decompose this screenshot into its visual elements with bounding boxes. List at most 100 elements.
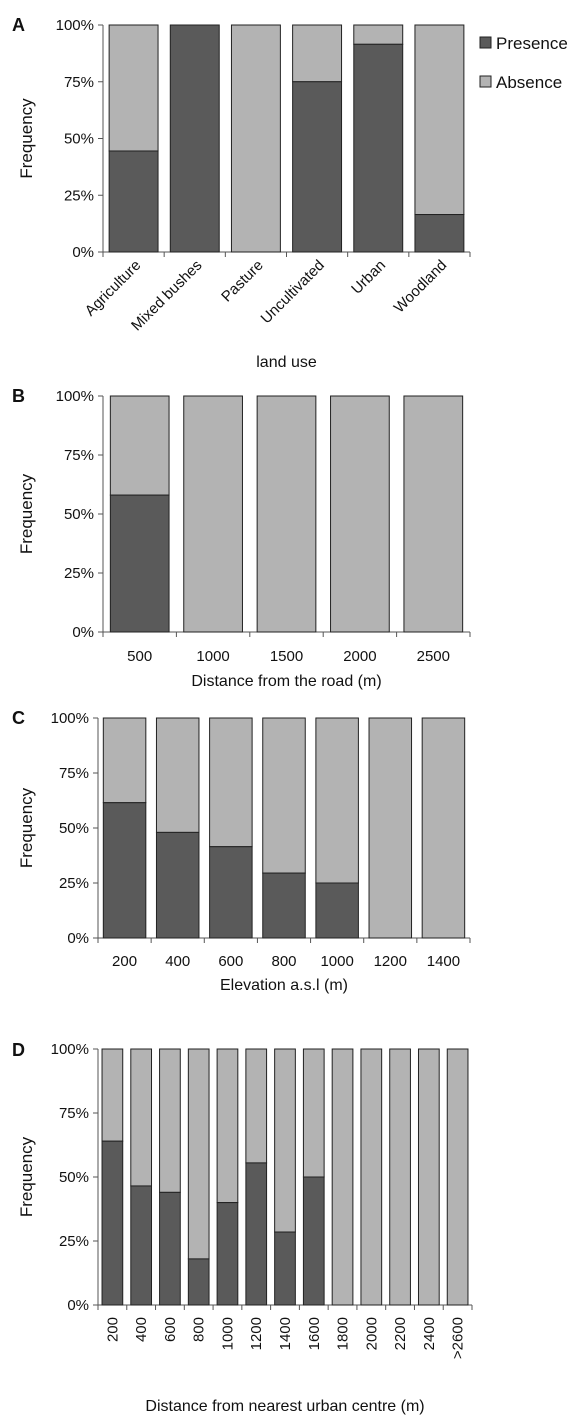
x-axis-label: Distance from nearest urban centre (m) — [145, 1398, 424, 1415]
bar-absence-800 — [262, 717, 306, 874]
x-tick-label: 600 — [218, 953, 243, 970]
panel-letter: D — [12, 1040, 25, 1060]
bar-absence-1500 — [256, 395, 317, 633]
x-tick-label: 1000 — [196, 648, 229, 665]
y-tick-label: 0% — [72, 624, 94, 641]
x-tick-label: 1200 — [248, 1317, 265, 1350]
bar-absence-600 — [159, 1048, 181, 1193]
x-tick-label: 800 — [271, 953, 296, 970]
x-tick-label: 1600 — [306, 1317, 323, 1350]
x-tick-label: 1000 — [219, 1317, 236, 1350]
bar-absence-2000 — [330, 395, 390, 633]
x-tick-label: Woodland — [391, 257, 451, 317]
y-tick-label: 50% — [64, 506, 94, 523]
bar-presence-Agriculture — [108, 150, 159, 253]
bar-absence-800 — [187, 1048, 210, 1260]
y-tick-label: 75% — [64, 74, 94, 91]
x-tick-label: Pasture — [218, 257, 267, 306]
y-tick-label: 100% — [51, 1041, 89, 1058]
y-tick-label: 25% — [59, 875, 89, 892]
legend-presence-label: Presence — [496, 34, 568, 53]
bar-absence-400 — [130, 1048, 153, 1187]
x-tick-label: 2000 — [343, 648, 376, 665]
x-tick-label: 1800 — [335, 1317, 352, 1350]
bar-presence-200 — [101, 1140, 124, 1306]
y-tick-label: 100% — [56, 17, 94, 34]
bar-absence-400 — [155, 717, 200, 833]
x-tick-label: 400 — [165, 953, 190, 970]
x-axis-label: Distance from the road (m) — [191, 673, 381, 690]
x-tick-label: 2500 — [417, 648, 450, 665]
x-tick-label: 600 — [162, 1317, 179, 1342]
panel-letter: B — [12, 386, 25, 406]
x-tick-label: 1200 — [374, 953, 407, 970]
bar-absence-200 — [102, 717, 147, 804]
bar-presence-Woodland — [414, 214, 465, 253]
x-tick-label: 200 — [112, 953, 137, 970]
bar-absence-1200 — [245, 1048, 268, 1164]
bar-absence-Agriculture — [108, 24, 159, 152]
bar-absence-1200 — [368, 717, 413, 939]
x-tick-label: 2200 — [392, 1317, 409, 1350]
bar-absence-Woodland — [414, 24, 465, 216]
bar-absence-1000 — [315, 717, 359, 884]
y-tick-label: 50% — [59, 1169, 89, 1186]
bar-absence-2400 — [417, 1048, 440, 1306]
bar-presence-1000 — [216, 1202, 239, 1306]
bar-presence-500 — [109, 494, 170, 633]
y-tick-label: 75% — [59, 765, 89, 782]
bar-absence-600 — [209, 717, 253, 848]
panel-letter: C — [12, 708, 25, 728]
x-tick-label: 1400 — [277, 1317, 294, 1350]
x-tick-label: 500 — [127, 648, 152, 665]
bar-presence-600 — [209, 846, 253, 939]
bar-presence-Mixed bushes — [169, 24, 220, 253]
panel-a: AFrequency0%25%50%75%100%AgricultureMixe… — [12, 15, 471, 371]
bar-presence-Uncultivated — [292, 81, 343, 253]
bar-presence-1200 — [245, 1162, 268, 1306]
bar-presence-Urban — [353, 43, 404, 253]
x-tick-label: 1400 — [427, 953, 460, 970]
y-tick-label: 50% — [59, 820, 89, 837]
bar-absence-1400 — [421, 717, 466, 939]
y-tick-label: 0% — [67, 930, 89, 947]
legend-absence-label: Absence — [496, 73, 562, 92]
bar-absence-200 — [101, 1048, 124, 1142]
x-tick-label: 200 — [104, 1317, 121, 1342]
x-tick-label: 2400 — [421, 1317, 438, 1350]
x-tick-label: Agriculture — [82, 257, 145, 320]
y-tick-label: 25% — [59, 1233, 89, 1250]
x-tick-label: 2000 — [363, 1317, 380, 1350]
x-axis-label: Elevation a.s.l (m) — [220, 977, 348, 994]
bar-absence-1000 — [216, 1048, 239, 1204]
bar-presence-800 — [187, 1258, 210, 1306]
y-tick-label: 75% — [64, 447, 94, 464]
x-tick-label: 400 — [133, 1317, 150, 1342]
bar-presence-200 — [102, 802, 147, 939]
y-axis-label: Frequency — [17, 787, 36, 868]
y-tick-label: 75% — [59, 1105, 89, 1122]
bar-absence-1000 — [183, 395, 243, 633]
bar-absence-Uncultivated — [292, 24, 343, 83]
x-axis-label: land use — [256, 354, 317, 371]
x-tick-label: 1000 — [320, 953, 353, 970]
y-tick-label: 0% — [67, 1297, 89, 1314]
x-tick-label: Uncultivated — [258, 257, 328, 327]
bar-absence-Pasture — [230, 24, 281, 253]
bar-absence-1400 — [274, 1048, 296, 1233]
bar-presence-1000 — [315, 882, 359, 939]
panel-c: C Frequency 0% 25% 50% 75% 100% 200 400 600 800 100… — [12, 708, 471, 994]
y-axis-label: Frequency — [17, 1136, 36, 1217]
panel-d: D Frequency 0% 25% 50% 75% 100% 200 400 600 800 100… — [12, 1040, 473, 1415]
bar-presence-400 — [130, 1185, 153, 1306]
y-tick-label: 25% — [64, 565, 94, 582]
y-tick-label: 50% — [64, 131, 94, 148]
legend: Presence Absence — [479, 34, 568, 92]
panel-b: B Frequency 0% 25% 50% 75% 100% 500 1000 1500 2000… — [12, 386, 471, 690]
bar-absence-2500 — [403, 395, 464, 633]
y-tick-label: 25% — [64, 187, 94, 204]
bar-absence->2600 — [446, 1048, 469, 1306]
legend-absence-swatch — [479, 75, 492, 88]
bar-absence-500 — [109, 395, 170, 496]
